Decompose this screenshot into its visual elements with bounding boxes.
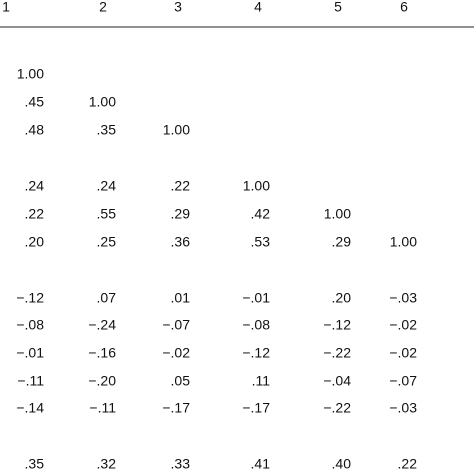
table-cell: .29 xyxy=(332,234,352,250)
table-cell: −.20 xyxy=(88,373,116,389)
table-cell: −.11 xyxy=(89,400,116,416)
table-cell: .22 xyxy=(171,178,191,194)
table-cell: −.24 xyxy=(88,317,116,333)
table-cell: .32 xyxy=(97,456,117,472)
table-cell: −.02 xyxy=(162,345,190,361)
table-cell: .01 xyxy=(171,290,191,306)
table-cell: −.17 xyxy=(162,400,190,416)
table-cell: .11 xyxy=(252,373,271,389)
table-cell: −.02 xyxy=(389,317,417,333)
table-cell: .24 xyxy=(25,178,45,194)
table-cell: .22 xyxy=(25,206,45,222)
table-cell: −.12 xyxy=(242,345,270,361)
table-cell: 1.00 xyxy=(243,178,270,194)
table-cell: .20 xyxy=(25,234,45,250)
table-cell: −.08 xyxy=(242,317,270,333)
table-cell: .53 xyxy=(251,234,271,250)
table-cell: .55 xyxy=(97,206,117,222)
table-cell: −.12 xyxy=(323,317,351,333)
table-cell: .20 xyxy=(332,290,352,306)
table-cell: −.14 xyxy=(16,400,44,416)
table-cell: −.22 xyxy=(323,400,351,416)
table-cell: .25 xyxy=(97,234,117,250)
column-header: 6 xyxy=(400,0,408,15)
table-cell: −.01 xyxy=(242,290,270,306)
table-cell: .42 xyxy=(251,206,271,222)
table-cell: .40 xyxy=(332,456,352,472)
table-cell: −.03 xyxy=(389,400,417,416)
table-cell: −.22 xyxy=(323,345,351,361)
column-header: 4 xyxy=(254,0,262,15)
table-cell: 1.00 xyxy=(163,122,190,138)
table-cell: .48 xyxy=(25,122,45,138)
column-header: 5 xyxy=(334,0,342,15)
table-cell: −.08 xyxy=(16,317,44,333)
table-cell: −.12 xyxy=(16,290,44,306)
table-cell: −.16 xyxy=(88,345,116,361)
table-cell: .33 xyxy=(171,456,191,472)
table-cell: .35 xyxy=(97,122,117,138)
table-cell: −.03 xyxy=(389,290,417,306)
table-cell: .35 xyxy=(25,456,45,472)
column-header: 3 xyxy=(174,0,182,15)
column-header: 1 xyxy=(2,0,10,15)
table-cell: .07 xyxy=(97,290,117,306)
table-cell: .24 xyxy=(97,178,117,194)
column-header: 2 xyxy=(99,0,107,15)
table-cell: .05 xyxy=(171,373,191,389)
table-cell: −.17 xyxy=(242,400,270,416)
table-cell: .41 xyxy=(251,456,271,472)
table-cell: −.07 xyxy=(389,373,417,389)
table-cell: .45 xyxy=(25,94,45,110)
table-cell: 1.00 xyxy=(17,66,44,82)
table-cell: −.02 xyxy=(389,345,417,361)
table-cell: −.04 xyxy=(323,373,351,389)
table-cell: .29 xyxy=(171,206,191,222)
table-cell: −.01 xyxy=(16,345,44,361)
table-cell: −.07 xyxy=(162,317,190,333)
table-cell: 1.00 xyxy=(390,234,417,250)
table-cell: −.11 xyxy=(17,373,44,389)
table-cell: .22 xyxy=(398,456,418,472)
table-cell: .36 xyxy=(171,234,191,250)
table-cell: 1.00 xyxy=(89,94,116,110)
table-cell: 1.00 xyxy=(324,206,351,222)
